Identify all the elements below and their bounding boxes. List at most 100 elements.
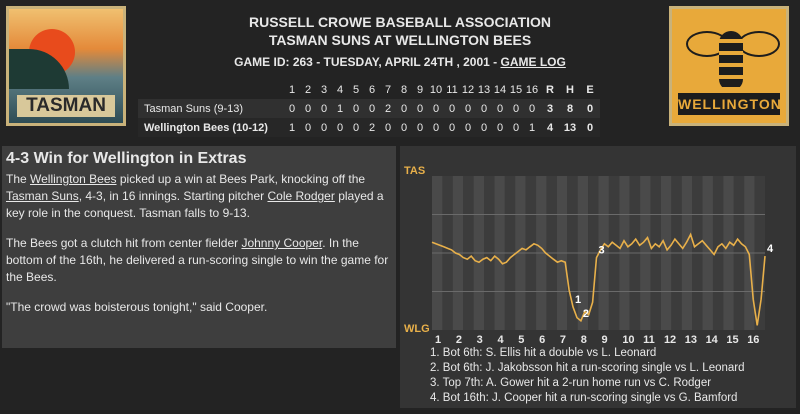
linescore-team-row: Tasman Suns (9-13) 0 0 0 1 0 0 2 0 0 0 0 0 0 0 0 0 3 8 0 <box>138 99 600 118</box>
key-play: 4. Bot 16th: J. Cooper hit a run-scoring… <box>430 392 738 404</box>
cole-rodger-link[interactable]: Cole Rodger <box>267 189 335 203</box>
game-story: 4-3 Win for Wellington in Extras The Wel… <box>2 146 396 348</box>
inning-header: 6 <box>368 83 376 96</box>
game-info: GAME ID: 263 - TUESDAY, APRIL 24TH , 200… <box>140 55 660 69</box>
inning-runs: 0 <box>412 99 428 118</box>
inning-header: 11 <box>446 83 458 96</box>
inning-runs: 0 <box>316 118 332 137</box>
inning-runs: 0 <box>444 99 460 118</box>
inning-runs: 2 <box>364 118 380 137</box>
story-quote: "The crowd was boisterous tonight," said… <box>6 300 268 314</box>
rhe-header: H <box>566 83 574 96</box>
key-play: 2. Bot 6th: J. Jakobsson hit a run-scori… <box>430 362 745 374</box>
wellington-logo-text: WELLINGTON <box>678 93 781 115</box>
inning-tick-label: 4 <box>497 334 504 346</box>
matchup-title: TASMAN SUNS AT WELLINGTON BEES <box>268 32 532 48</box>
inning-runs: 1 <box>332 99 348 118</box>
inning-runs: 0 <box>444 118 460 137</box>
wellington-bees-link[interactable]: Wellington Bees <box>30 172 117 186</box>
inning-tick-label: 5 <box>518 334 524 346</box>
rhe-value: 0 <box>580 99 600 118</box>
inning-header: 8 <box>400 83 408 96</box>
bottom-team-label: WLG <box>404 323 430 335</box>
win-probability-chart: 1 2 3 4 5 6 7 8 9 10 11 12 13 14 15 16 1 2 3 4 TAS WLG <box>400 146 796 408</box>
inning-runs: 0 <box>412 118 428 137</box>
tasman-suns-link[interactable]: Tasman Suns <box>6 189 79 203</box>
inning-header: 16 <box>525 83 539 96</box>
inning-runs: 0 <box>396 99 412 118</box>
inning-runs: 0 <box>492 118 508 137</box>
inning-runs: 0 <box>460 118 476 137</box>
inning-runs: 1 <box>284 118 300 137</box>
bee-wing-icon <box>738 31 780 57</box>
inning-runs: 0 <box>476 99 492 118</box>
rhe-header: R <box>546 83 554 96</box>
linescore-team-row: Wellington Bees (10-12) 1 0 0 0 0 2 0 0 0 0 0 0 0 0 0 1 4… <box>138 118 600 137</box>
inning-runs: 0 <box>300 99 316 118</box>
game-log-link[interactable]: GAME LOG <box>500 55 566 69</box>
inning-tick-label: 2 <box>456 334 462 346</box>
story-paragraph-2: The Bees got a clutch hit from center fi… <box>6 236 389 284</box>
story-headline: 4-3 Win for Wellington in Extras <box>6 150 247 167</box>
inning-header: 14 <box>493 83 507 96</box>
inning-tick-label: 7 <box>560 334 566 346</box>
inning-header: 10 <box>429 83 443 96</box>
inning-header: 4 <box>336 83 344 96</box>
rhe-value: 0 <box>580 118 600 137</box>
play-marker: 3 <box>599 245 605 257</box>
inning-tick-label: 15 <box>726 334 738 346</box>
inning-header: 5 <box>352 83 360 96</box>
story-paragraph-1: The Wellington Bees picked up a win at B… <box>6 172 384 220</box>
tasman-logo-text: TASMAN <box>17 95 115 117</box>
inning-runs: 2 <box>380 99 396 118</box>
inning-header: 2 <box>304 83 312 96</box>
inning-header: 12 <box>461 83 475 96</box>
inning-tick-label: 14 <box>706 334 719 346</box>
inning-tick-label: 11 <box>643 334 655 346</box>
inning-tick-label: 8 <box>581 334 587 346</box>
inning-runs: 0 <box>476 118 492 137</box>
inning-header: 15 <box>509 83 523 96</box>
rhe-value: 8 <box>560 99 580 118</box>
inning-tick-label: 9 <box>602 334 608 346</box>
inning-runs: 0 <box>332 118 348 137</box>
inning-runs: 0 <box>284 99 300 118</box>
win-probability-line <box>431 232 766 326</box>
linescore-table: 1 2 3 4 5 6 7 8 9 10 11 12 13 14 15 16 R H E Tasman Suns (9… <box>138 80 600 137</box>
inning-runs: 0 <box>428 99 444 118</box>
inning-header: 13 <box>477 83 491 96</box>
team-name: Wellington Bees (10-12) <box>138 118 284 137</box>
inning-header: 7 <box>384 83 392 96</box>
inning-header: 1 <box>288 83 296 96</box>
inning-runs: 0 <box>396 118 412 137</box>
header-spacer <box>138 80 284 99</box>
inning-runs: 0 <box>316 99 332 118</box>
rhe-value: 3 <box>540 99 560 118</box>
inning-runs: 0 <box>508 118 524 137</box>
play-marker: 2 <box>583 308 589 320</box>
inning-runs: 0 <box>300 118 316 137</box>
inning-runs: 0 <box>364 99 380 118</box>
inning-header: 3 <box>320 83 328 96</box>
inning-runs: 0 <box>348 99 364 118</box>
top-team-label: TAS <box>404 165 425 177</box>
rhe-value: 4 <box>540 118 560 137</box>
inning-tick-label: 1 <box>435 334 441 346</box>
inning-tick-label: 16 <box>747 334 759 346</box>
rhe-value: 13 <box>560 118 580 137</box>
johnny-cooper-link[interactable]: Johnny Cooper <box>241 236 323 250</box>
game-id-date: GAME ID: 263 - TUESDAY, APRIL 24TH , 200… <box>234 55 501 69</box>
key-play: 1. Bot 6th: S. Ellis hit a double vs L. … <box>430 347 657 359</box>
play-marker: 4 <box>767 243 774 255</box>
linescore-header-row: 1 2 3 4 5 6 7 8 9 10 11 12 13 14 15 16 R H E <box>138 80 600 99</box>
rhe-header: E <box>586 83 594 96</box>
inning-runs: 0 <box>380 118 396 137</box>
inning-runs: 0 <box>492 99 508 118</box>
inning-tick-label: 6 <box>539 334 545 346</box>
inning-tick-label: 12 <box>664 334 676 346</box>
inning-tick-label: 3 <box>477 334 483 346</box>
key-play: 3. Top 7th: A. Gower hit a 2-run home ru… <box>430 377 712 389</box>
league-title: RUSSELL CROWE BASEBALL ASSOCIATION <box>248 14 552 30</box>
play-marker: 1 <box>575 294 581 306</box>
